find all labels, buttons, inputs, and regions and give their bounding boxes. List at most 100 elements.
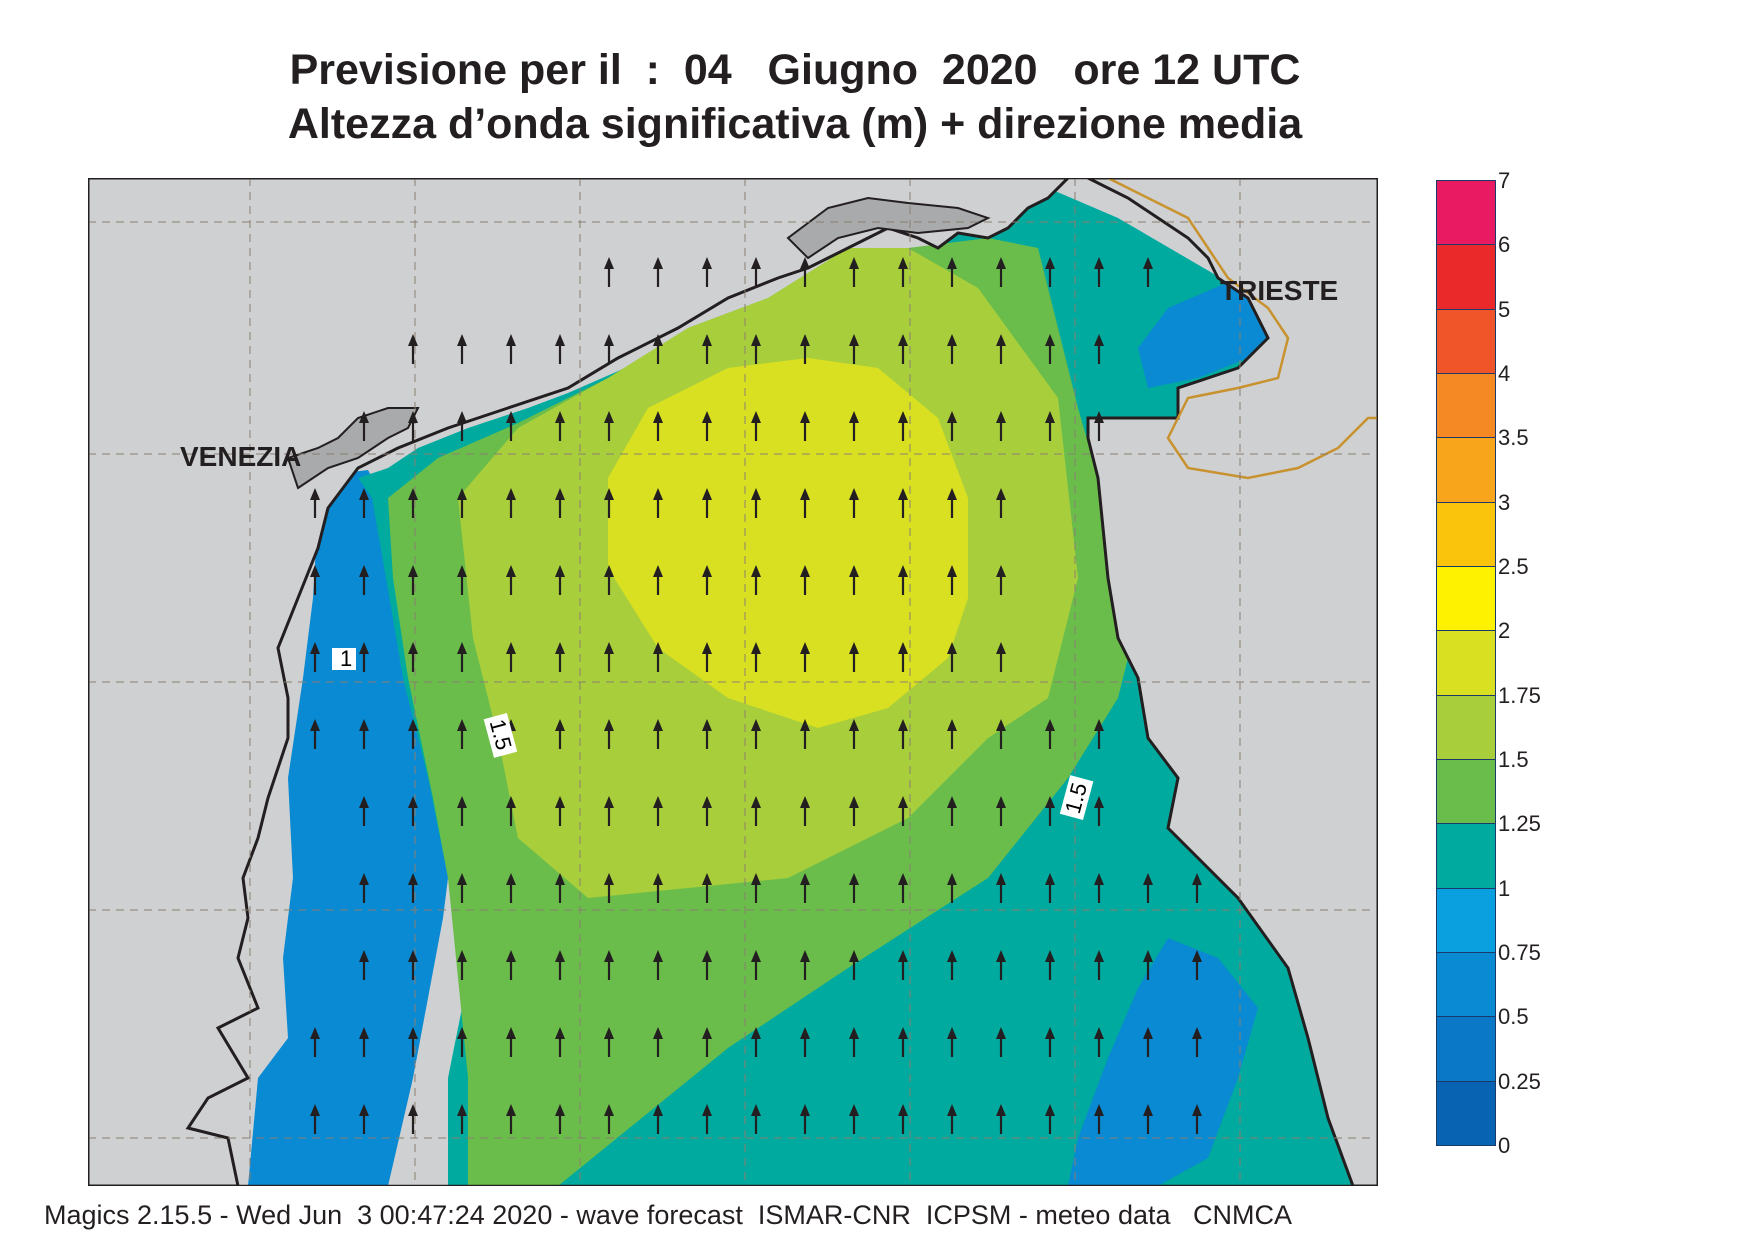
wave-arrow bbox=[702, 565, 712, 595]
wave-arrow bbox=[800, 873, 810, 903]
legend-swatch bbox=[1436, 244, 1496, 310]
wave-arrow bbox=[996, 334, 1006, 364]
wave-arrow bbox=[359, 950, 369, 980]
wave-arrow bbox=[1192, 950, 1202, 980]
sea-band-0-75 bbox=[248, 470, 448, 1186]
legend-tick-label: 2 bbox=[1498, 618, 1511, 644]
wave-arrow bbox=[849, 334, 859, 364]
wave-arrow bbox=[359, 642, 369, 672]
wave-arrow bbox=[702, 411, 712, 441]
wave-arrow bbox=[653, 642, 663, 672]
wave-arrow bbox=[359, 1027, 369, 1057]
wave-arrow bbox=[751, 642, 761, 672]
wave-arrow bbox=[555, 411, 565, 441]
wave-arrow bbox=[408, 565, 418, 595]
svg-text:1: 1 bbox=[340, 646, 352, 671]
legend-swatch bbox=[1436, 180, 1496, 246]
wave-arrow bbox=[604, 488, 614, 518]
wave-arrow bbox=[898, 565, 908, 595]
wave-arrow bbox=[555, 873, 565, 903]
wave-arrow bbox=[310, 488, 320, 518]
map-frame bbox=[88, 178, 1378, 1186]
wave-arrow bbox=[800, 257, 810, 287]
wave-arrow bbox=[800, 411, 810, 441]
wave-arrow bbox=[359, 488, 369, 518]
wave-arrow bbox=[604, 642, 614, 672]
wave-arrow bbox=[1143, 873, 1153, 903]
wave-arrow bbox=[310, 565, 320, 595]
wave-arrow bbox=[653, 950, 663, 980]
wave-arrow bbox=[1094, 950, 1104, 980]
wave-arrow bbox=[1094, 873, 1104, 903]
legend-tick-label: 7 bbox=[1498, 168, 1511, 193]
legend-tick-label: 0.5 bbox=[1498, 1004, 1529, 1030]
wave-arrow bbox=[604, 873, 614, 903]
wave-arrow bbox=[702, 334, 712, 364]
wave-arrow bbox=[947, 950, 957, 980]
sea-band-1-75 bbox=[608, 358, 968, 728]
lagoon-venezia bbox=[286, 407, 420, 490]
wave-arrow bbox=[800, 719, 810, 749]
wave-arrow bbox=[653, 873, 663, 903]
wave-arrow bbox=[408, 411, 418, 441]
wave-arrow bbox=[408, 1104, 418, 1134]
wave-arrow bbox=[1094, 796, 1104, 826]
wave-arrow bbox=[555, 796, 565, 826]
wave-arrow bbox=[751, 488, 761, 518]
wave-arrow bbox=[506, 488, 516, 518]
wave-arrow bbox=[751, 411, 761, 441]
wave-arrow bbox=[555, 334, 565, 364]
wave-arrow bbox=[1094, 719, 1104, 749]
wave-arrow bbox=[849, 1104, 859, 1134]
wave-arrow bbox=[457, 950, 467, 980]
wave-arrow bbox=[947, 873, 957, 903]
wave-arrow bbox=[800, 1027, 810, 1057]
legend-tick-label: 6 bbox=[1498, 232, 1511, 258]
contour-label-1: 1 bbox=[332, 646, 356, 671]
wave-arrow bbox=[653, 796, 663, 826]
wave-arrow bbox=[604, 1027, 614, 1057]
sea-band-0-75-north bbox=[1138, 278, 1278, 388]
wave-arrow bbox=[1094, 257, 1104, 287]
wave-arrow bbox=[947, 565, 957, 595]
wave-arrow bbox=[359, 565, 369, 595]
legend-tick-label: 1.75 bbox=[1498, 682, 1541, 708]
wave-arrow bbox=[506, 411, 516, 441]
wave-arrow bbox=[1094, 1104, 1104, 1134]
legend-swatch bbox=[1436, 501, 1496, 567]
wave-arrow bbox=[898, 257, 908, 287]
wave-arrow bbox=[996, 719, 1006, 749]
wave-arrow bbox=[947, 488, 957, 518]
wave-direction-arrows bbox=[310, 257, 1202, 1134]
wave-arrow bbox=[898, 950, 908, 980]
wave-arrow bbox=[898, 642, 908, 672]
wave-arrow bbox=[849, 719, 859, 749]
wave-arrow bbox=[408, 334, 418, 364]
wave-arrow bbox=[898, 873, 908, 903]
legend-swatch bbox=[1436, 759, 1496, 825]
wave-arrow bbox=[555, 642, 565, 672]
wave-arrow bbox=[506, 565, 516, 595]
wave-arrow bbox=[310, 642, 320, 672]
wave-arrow bbox=[506, 642, 516, 672]
legend-swatch bbox=[1436, 437, 1496, 503]
wave-arrow bbox=[653, 257, 663, 287]
title-line-1: Previsione per il : 04 Giugno 2020 ore 1… bbox=[289, 46, 1301, 94]
wave-arrow bbox=[1045, 950, 1055, 980]
legend-tick-label: 0 bbox=[1498, 1133, 1511, 1158]
legend-swatch bbox=[1436, 373, 1496, 439]
wave-arrow bbox=[457, 488, 467, 518]
wave-arrow bbox=[1045, 334, 1055, 364]
wave-arrow bbox=[604, 1104, 614, 1134]
wave-arrow bbox=[506, 334, 516, 364]
wave-arrow bbox=[1143, 257, 1153, 287]
wave-arrow bbox=[849, 488, 859, 518]
wave-arrow bbox=[751, 796, 761, 826]
wave-arrow bbox=[457, 873, 467, 903]
wave-arrow bbox=[800, 488, 810, 518]
contour-label-1-5-east: 1.5 bbox=[1059, 775, 1094, 820]
city-label-trieste: TRIESTE bbox=[1220, 275, 1338, 306]
wave-arrow bbox=[506, 1027, 516, 1057]
wave-arrow bbox=[1045, 411, 1055, 441]
wave-arrow bbox=[555, 1104, 565, 1134]
